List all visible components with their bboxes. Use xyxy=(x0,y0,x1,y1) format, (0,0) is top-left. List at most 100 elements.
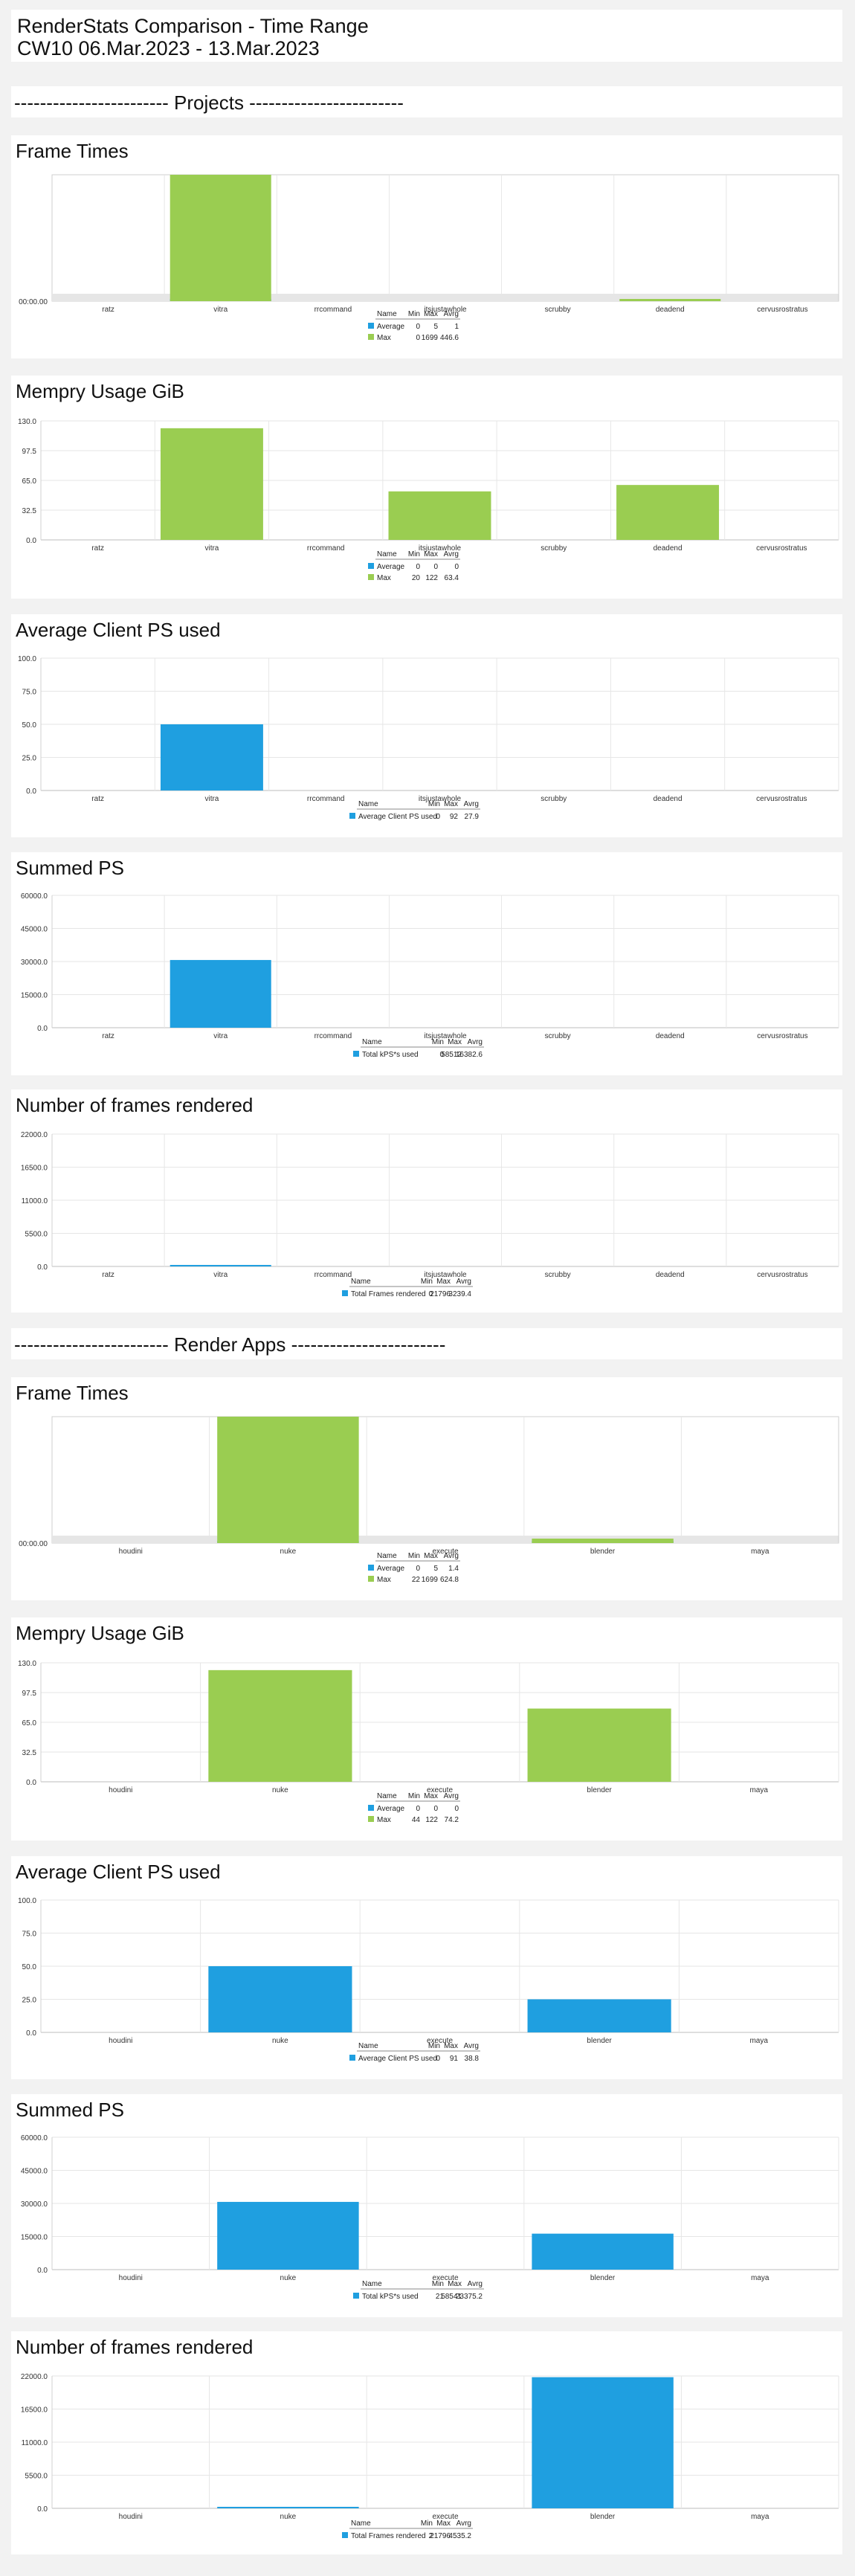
chart-panel-apps-frame-times: Frame Times 00:00.00 houdini nuke execute bl… xyxy=(11,1377,842,1600)
x-tick-label: deadend xyxy=(656,1271,685,1279)
bar-max-vitra xyxy=(160,428,263,540)
legend-header-max: Max xyxy=(424,310,438,318)
y-tick-label: 60000.0 xyxy=(21,2134,48,2142)
y-tick-label: 75.0 xyxy=(22,1931,37,1939)
y-tick-label: 65.0 xyxy=(22,477,37,486)
bar-total-kps-s-used-blender xyxy=(532,2233,674,2270)
legend-max-value: 122 xyxy=(425,1816,438,1824)
x-tick-label: deadend xyxy=(654,795,683,803)
legend-avg-value: 446.6 xyxy=(440,334,459,342)
bar-average-client-ps-used-blender xyxy=(527,1999,671,2032)
y-tick-label: 0.0 xyxy=(26,2029,36,2038)
legend-header-max: Max xyxy=(424,550,438,558)
legend-header-avg: Avrg xyxy=(444,1552,459,1560)
x-tick-label: nuke xyxy=(280,1548,297,1556)
legend-series-name: Average xyxy=(377,1805,405,1813)
legend-min-value: 22 xyxy=(412,1576,421,1584)
chart-apps-frames-rendered: 22000.0 16500.0 11000.0 5500.0 0.0 houdini nuk… xyxy=(21,2373,839,2540)
y-tick-label: 30000.0 xyxy=(21,2200,48,2209)
legend-avg-value: 16382.6 xyxy=(456,1051,483,1059)
y-tick-label: 32.5 xyxy=(22,1749,37,1757)
bar-max-blender xyxy=(532,1538,674,1543)
chart-title: Average Client PS used xyxy=(16,619,221,641)
legend-header-min: Min xyxy=(432,1038,444,1046)
legend-series-name: Max xyxy=(377,1816,391,1824)
x-tick-label: vitra xyxy=(204,544,219,553)
bar-total-kps-s-used-vitra xyxy=(170,959,271,1028)
bar-total-kps-s-used-nuke xyxy=(217,2201,359,2270)
legend-max-value: 21796 xyxy=(430,2532,451,2540)
legend-header-max: Max xyxy=(448,1038,462,1046)
legend-min-value: 0 xyxy=(439,1051,444,1059)
legend-max-value: 92 xyxy=(450,813,459,821)
chart-panel-projects-average-client-ps: Average Client PS used 100.0 75.0 50.0 25.0… xyxy=(11,614,842,837)
x-tick-label: ratz xyxy=(91,544,104,553)
x-tick-label: houdini xyxy=(119,1548,143,1556)
section-title-render-apps: ------------------------ Render Apps ---… xyxy=(14,1333,446,1356)
x-tick-label: houdini xyxy=(119,2513,143,2521)
legend-swatch xyxy=(353,1051,359,1057)
legend-max-value: 58512 xyxy=(441,1051,462,1059)
legend-swatch xyxy=(368,1805,374,1811)
x-tick-label: scrubby xyxy=(545,1271,571,1279)
x-tick-label: cervusrostratus xyxy=(757,1271,807,1279)
legend-series-name: Average Client PS used xyxy=(358,813,437,821)
y-tick-label: 22000.0 xyxy=(21,1131,48,1139)
legend-swatch xyxy=(368,1565,374,1571)
bar-total-frames-rendered-nuke xyxy=(217,2506,359,2508)
x-tick-label: cervusrostratus xyxy=(757,1032,807,1040)
chart-apps-average-client-ps: 100.0 75.0 50.0 25.0 0.0 houdini nuke execute bl… xyxy=(18,1897,839,2063)
bar-max-deadend xyxy=(616,485,720,540)
x-tick-label: nuke xyxy=(280,2274,297,2282)
legend-max-value: 122 xyxy=(425,574,438,582)
report-title: RenderStats Comparison - Time Range xyxy=(17,15,369,37)
legend-swatch xyxy=(368,1816,374,1822)
y-tick-label: 45000.0 xyxy=(21,2168,48,2176)
x-tick-label: deadend xyxy=(654,544,683,553)
legend-header-min: Min xyxy=(428,2042,440,2050)
chart-title: Average Client PS used xyxy=(16,1861,221,1883)
x-tick-label: itsjustawhole xyxy=(419,795,462,803)
x-tick-label: scrubby xyxy=(541,795,567,803)
legend-swatch xyxy=(368,563,374,569)
y-tick-label: 100.0 xyxy=(18,655,36,663)
x-tick-label: blender xyxy=(587,1786,612,1794)
legend-swatch xyxy=(342,2532,348,2538)
x-tick-label: vitra xyxy=(213,306,228,314)
legend-header-avg: Avrg xyxy=(464,2042,479,2050)
legend-series-name: Average xyxy=(377,323,405,331)
x-tick-label: blender xyxy=(590,1548,616,1556)
legend-avg-value: 0 xyxy=(454,563,459,571)
legend-header-min: Min xyxy=(421,2519,433,2528)
bar-average-client-ps-used-nuke xyxy=(208,1966,352,2032)
legend-min-value: 0 xyxy=(416,323,420,331)
legend-header-avg: Avrg xyxy=(456,2519,471,2528)
chart-panel-projects-frame-times: Frame Times 00:00.00 ratz vitra rrcommand it… xyxy=(11,135,842,358)
legend-series-name: Average Client PS used xyxy=(358,2055,437,2063)
legend-swatch xyxy=(368,334,374,340)
legend-series-name: Max xyxy=(377,334,391,342)
legend-max-value: 1699 xyxy=(422,1576,439,1584)
chart-title: Frame Times xyxy=(16,1382,129,1404)
y-tick-label: 0.0 xyxy=(26,1779,36,1787)
legend-avg-value: 1 xyxy=(454,323,459,331)
legend-header-min: Min xyxy=(421,1278,433,1286)
x-tick-label: rrcommand xyxy=(307,795,345,803)
report-header: RenderStats Comparison - Time Range CW10… xyxy=(11,10,842,62)
y-tick-label: 130.0 xyxy=(18,1660,36,1668)
y-tick-label: 75.0 xyxy=(22,689,37,697)
chart-panel-apps-average-client-ps: Average Client PS used 100.0 75.0 50.0 25.0… xyxy=(11,1856,842,2079)
x-tick-label: houdini xyxy=(109,2037,132,2045)
legend-series-name: Average xyxy=(377,563,405,571)
x-tick-label: rrcommand xyxy=(314,1032,352,1040)
x-tick-label: vitra xyxy=(204,795,219,803)
legend-min-value: 0 xyxy=(436,813,440,821)
x-tick-label: itsjustawhole xyxy=(424,1271,467,1279)
legend-header-name: Name xyxy=(362,1038,382,1046)
chart-projects-memory-usage: 130.0 97.5 65.0 32.5 0.0 ratz vitra rrcommand it… xyxy=(18,418,839,582)
chart-panel-apps-frames-rendered: Number of frames rendered 22000.0 16500.0… xyxy=(11,2331,842,2554)
legend-header-name: Name xyxy=(377,1792,397,1800)
legend-header-name: Name xyxy=(377,1552,397,1560)
y-tick-label: 0.0 xyxy=(37,2505,48,2514)
chart-title: Number of frames rendered xyxy=(16,1094,254,1116)
